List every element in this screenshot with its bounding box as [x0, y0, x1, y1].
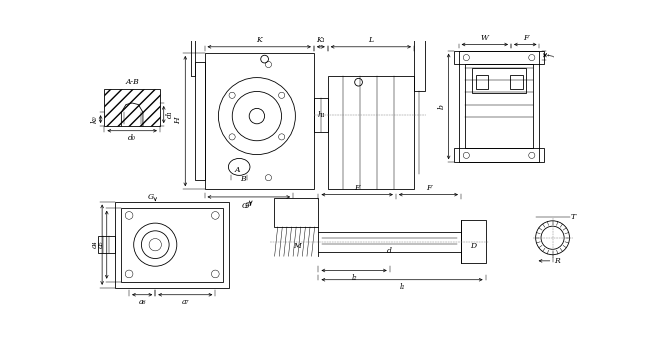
Bar	[115, 201, 229, 288]
Text: K: K	[256, 37, 262, 45]
Text: G: G	[148, 193, 153, 201]
Bar	[195, 62, 205, 180]
Bar	[461, 220, 486, 263]
Text: h₁: h₁	[318, 110, 326, 119]
Text: T: T	[571, 213, 576, 221]
Text: a₇: a₇	[181, 298, 189, 306]
Bar	[510, 75, 523, 89]
Text: l₂: l₂	[352, 274, 357, 282]
Bar	[122, 208, 223, 282]
Text: a₆: a₆	[138, 298, 146, 306]
Text: a₄: a₄	[91, 241, 99, 248]
Text: l₁: l₁	[399, 283, 405, 291]
Bar	[473, 68, 526, 93]
Bar	[459, 51, 540, 162]
Text: d₁: d₁	[166, 111, 174, 118]
Text: k₀: k₀	[90, 115, 98, 123]
Bar	[190, 0, 195, 76]
Bar	[454, 148, 544, 162]
Bar	[454, 51, 544, 65]
Text: F: F	[523, 34, 528, 42]
Text: D: D	[470, 242, 476, 250]
Bar	[476, 75, 488, 89]
Text: F: F	[354, 184, 360, 192]
Bar	[98, 236, 115, 253]
Bar	[328, 76, 414, 189]
Text: A: A	[234, 166, 240, 174]
Text: A-B: A-B	[125, 78, 139, 86]
Text: B: B	[240, 175, 246, 183]
Text: d: d	[387, 247, 392, 255]
Text: d₀: d₀	[128, 134, 136, 142]
Text: g₁: g₁	[245, 200, 253, 208]
Text: R: R	[554, 257, 560, 265]
Bar	[205, 53, 314, 189]
Bar	[274, 198, 318, 227]
Text: K₁: K₁	[317, 37, 325, 45]
Text: b: b	[437, 104, 445, 109]
Bar	[318, 231, 461, 252]
Text: W: W	[481, 34, 489, 42]
Bar	[465, 65, 534, 148]
Bar	[314, 98, 328, 132]
Text: M: M	[293, 242, 301, 250]
Bar	[105, 89, 160, 126]
Text: L: L	[369, 37, 373, 45]
Text: a₅: a₅	[96, 241, 105, 248]
Text: f: f	[547, 54, 555, 57]
Text: H: H	[174, 118, 182, 125]
Text: F: F	[426, 184, 431, 192]
Text: G: G	[242, 202, 248, 210]
Bar	[414, 9, 424, 91]
